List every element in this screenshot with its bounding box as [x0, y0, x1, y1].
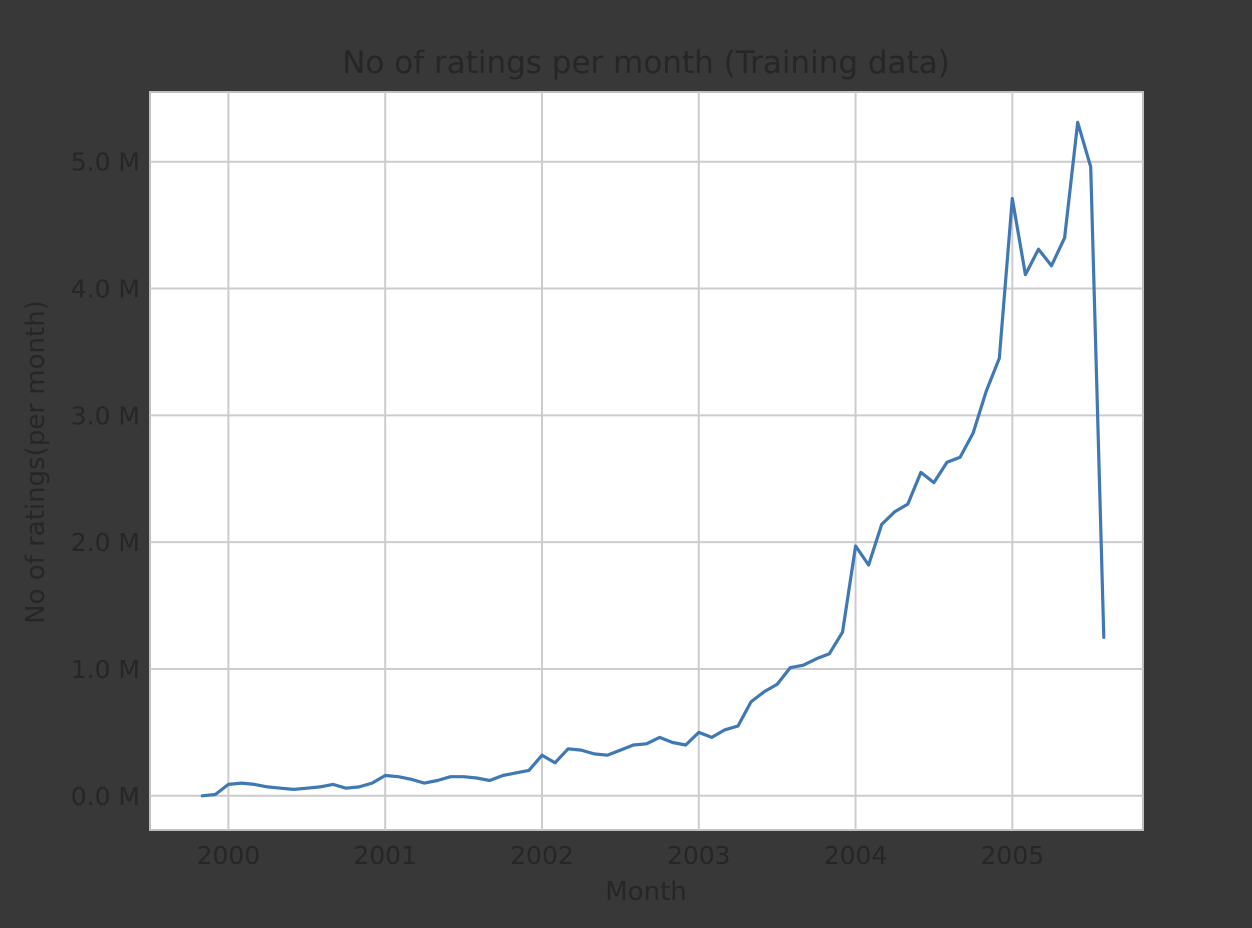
x-tick-label: 2002	[510, 841, 574, 870]
y-tick-labels: 0.0 M 1.0 M 2.0 M 3.0 M 4.0 M 5.0 M	[71, 148, 140, 811]
series-line	[200, 120, 1106, 798]
y-tick-label: 0.0 M	[71, 782, 140, 811]
y-axis-label: No of ratings(per month)	[21, 300, 51, 624]
y-tick-label: 3.0 M	[71, 401, 140, 430]
x-tick-label: 2000	[197, 841, 261, 870]
y-tick-label: 2.0 M	[71, 528, 140, 557]
x-tick-label: 2003	[667, 841, 731, 870]
x-tick-labels: 2000 2001 2002 2003 2004 2005	[197, 841, 1045, 870]
y-gridlines	[150, 160, 1143, 797]
x-tick-label: 2004	[824, 841, 888, 870]
y-tick-label: 5.0 M	[71, 148, 140, 177]
x-axis-label: Month	[605, 877, 687, 907]
x-tick-label: 2005	[981, 841, 1045, 870]
x-tick-label: 2001	[353, 841, 417, 870]
chart-title: No of ratings per month (Training data)	[342, 45, 950, 81]
series-layer	[200, 120, 1106, 798]
y-tick-label: 1.0 M	[71, 655, 140, 684]
plot-area	[149, 91, 1144, 831]
y-tick-label: 4.0 M	[71, 275, 140, 304]
